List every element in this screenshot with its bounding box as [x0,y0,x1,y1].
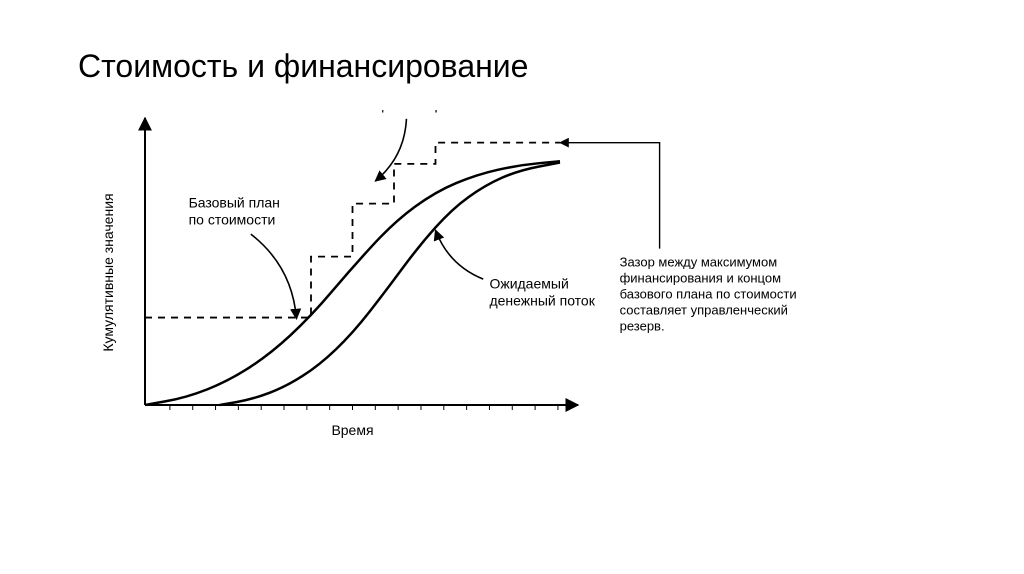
cashflow-label-line1: Ожидаемый [489,275,568,291]
y-axis-label: Кумулятивные значения [100,193,116,351]
chart-container: Время Кумулятивные значения Базовый планпо… [90,110,930,530]
gap-note-line-1: финансирования и концом [620,271,781,286]
gap-note-line-0: Зазор между максимумом [620,255,778,270]
baseline-callout-arrow [251,234,297,319]
baseline-label-line1: Базовый план [189,195,280,211]
cashflow-callout-arrow [436,230,484,279]
gap-note-line-3: составляет управленческий [620,303,788,318]
slide-title: Стоимость и финансирование [78,48,528,85]
cost-funding-chart: Время Кумулятивные значения Базовый планпо… [90,110,930,530]
gap-note-line-2: базового плана по стоимости [620,287,797,302]
cashflow-label-line2: денежный поток [489,292,595,308]
x-axis-label: Время [331,422,373,438]
slide: Стоимость и финансирование Время Кумуляти… [0,0,1024,574]
funding-label-line2: к финансированию [367,110,491,112]
gap-note-line-4: резерв. [620,319,665,334]
funding-callout-arrow [375,119,406,181]
baseline-label-line2: по стоимости [189,212,276,228]
gap-pointer-line [560,143,660,249]
